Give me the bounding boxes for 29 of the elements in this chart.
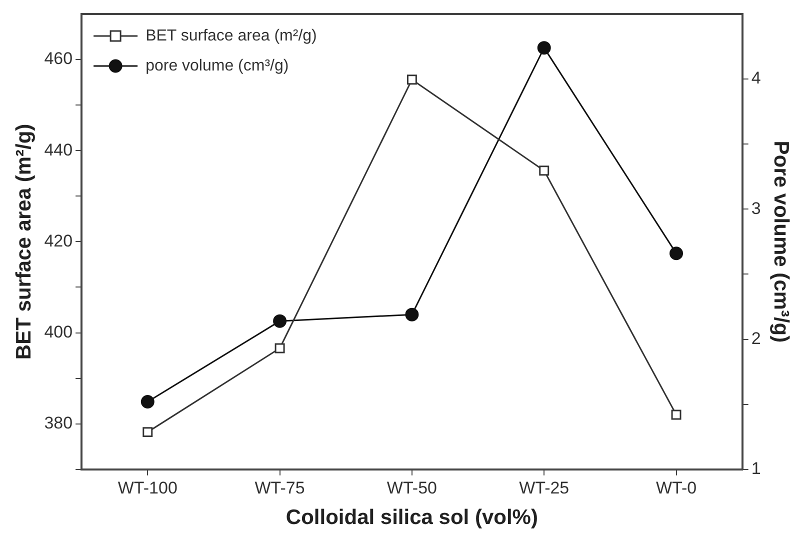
- x-tick-label: WT-50: [386, 478, 437, 498]
- y2-tick-label: 1: [751, 459, 761, 478]
- point: [142, 427, 153, 438]
- y-tick-label: 420: [44, 231, 73, 250]
- y-tick-label: 400: [44, 322, 73, 342]
- point: [273, 314, 287, 328]
- x-axis-title: Colloidal silica sol (vol%): [286, 506, 538, 530]
- point: [274, 343, 285, 354]
- point: [406, 74, 417, 85]
- y-axis-title: BET surface area (m²/g): [12, 124, 36, 360]
- y-tick-label: 380: [44, 414, 73, 433]
- y2-tick-label: 2: [751, 328, 761, 348]
- point: [671, 410, 682, 420]
- legend-label: BET surface area (m²/g): [146, 27, 317, 44]
- x-tick-label: WT-25: [519, 478, 570, 498]
- point: [537, 41, 551, 55]
- x-tick-label: WT-75: [254, 478, 305, 498]
- legend-label: pore volume (cm³/g): [146, 57, 289, 74]
- y-tick-label: 440: [44, 140, 73, 160]
- point: [140, 394, 154, 408]
- y2-tick-label: 4: [751, 68, 761, 88]
- point: [670, 246, 684, 260]
- point: [539, 166, 550, 176]
- point: [405, 308, 419, 322]
- y-tick-label: 460: [44, 49, 73, 68]
- x-tick-label: WT-100: [118, 478, 178, 498]
- y2-axis-title: Pore volume (cm³/g): [770, 140, 793, 343]
- x-tick-label: WT-0: [656, 478, 697, 498]
- y2-tick-label: 3: [751, 198, 761, 218]
